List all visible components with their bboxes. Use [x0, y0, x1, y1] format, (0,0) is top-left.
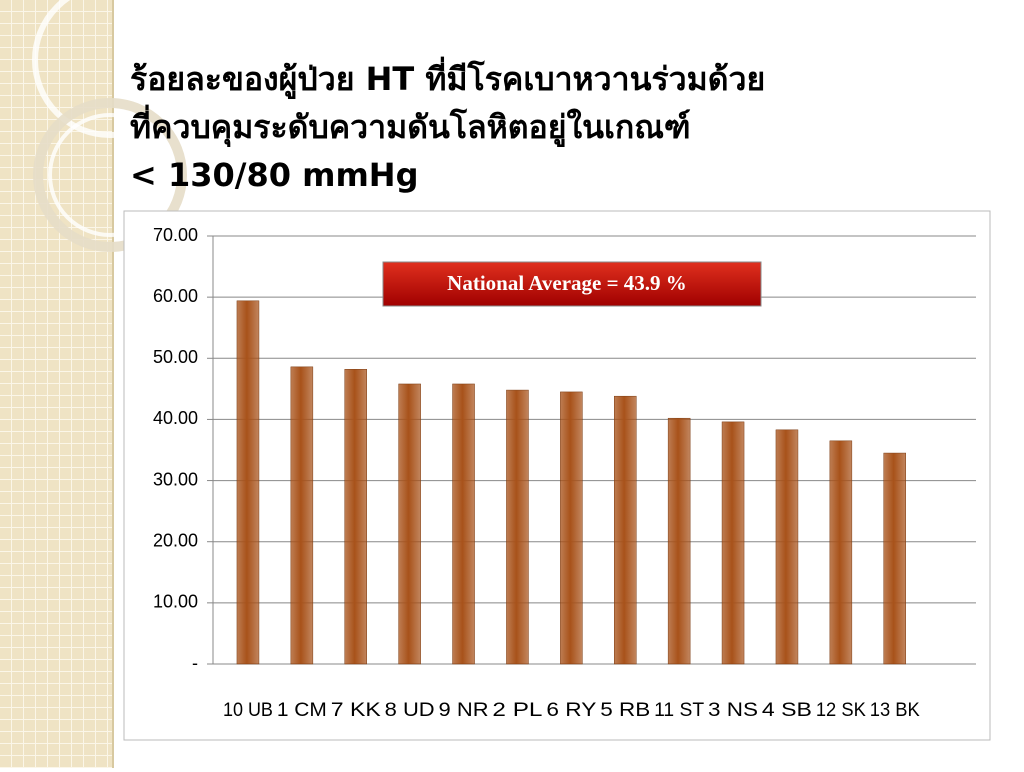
title-line: < 130/80 mmHg	[130, 156, 418, 194]
y-tick-label: 30.00	[153, 469, 198, 489]
x-tick-label: 12 SK	[816, 700, 866, 721]
x-tick-label: 4 SB	[762, 700, 812, 721]
x-tick-label: 7 KK	[331, 700, 381, 721]
x-tick-label: 1 CM	[277, 700, 327, 721]
y-tick-label: 20.00	[153, 530, 198, 550]
annotation: National Average = 43.9 %	[447, 271, 687, 295]
bar	[829, 440, 853, 665]
x-tick-label: 9 NR	[439, 700, 489, 721]
bar	[290, 366, 314, 665]
title-line: ร้อยละของผู้ป่วย HT ที่มีโรคเบาหวานร่วมด…	[130, 56, 765, 100]
bar	[344, 369, 367, 665]
x-tick-label: 2 PL	[492, 700, 542, 721]
x-tick-label: 11 ST	[654, 700, 704, 721]
x-tick-label: 13 BK	[870, 700, 920, 721]
x-tick-label: 10 UB	[223, 700, 273, 721]
bar	[614, 395, 637, 665]
bar	[721, 421, 745, 665]
bar	[883, 452, 906, 665]
deco-circle	[33, 98, 187, 252]
bar	[236, 300, 260, 665]
deco-circle	[48, 113, 172, 237]
deco-circle	[32, 0, 188, 138]
y-tick-label: 40.00	[153, 408, 198, 428]
y-tick-label: -	[192, 653, 198, 673]
y-tick-label: 70.00	[153, 225, 198, 245]
bar	[560, 391, 583, 665]
bar	[452, 383, 475, 665]
bar	[398, 383, 421, 665]
bar	[775, 429, 799, 665]
x-tick-label: 8 UD	[385, 700, 435, 721]
annotation-box	[382, 261, 762, 307]
bar	[667, 417, 691, 665]
x-tick-label: 5 RB	[600, 700, 650, 721]
x-tick-label: 6 RY	[546, 700, 596, 721]
title-line: ที่ควบคุมระดับความดันโลหิตอยู่ในเกณฑ์	[130, 104, 691, 148]
x-tick-label: 3 NS	[708, 700, 758, 721]
y-tick-label: 10.00	[153, 592, 198, 612]
y-tick-label: 50.00	[153, 347, 198, 367]
bar	[506, 389, 529, 665]
y-tick-label: 60.00	[153, 286, 198, 306]
